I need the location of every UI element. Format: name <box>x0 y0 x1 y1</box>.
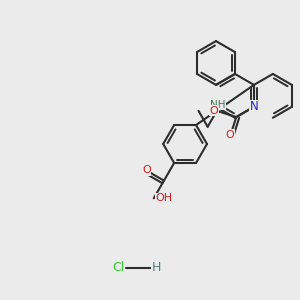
Text: O: O <box>226 130 235 140</box>
Text: O: O <box>142 165 151 176</box>
Text: N: N <box>250 100 258 113</box>
Text: OH: OH <box>155 193 172 203</box>
Text: O: O <box>209 106 218 116</box>
Text: NH: NH <box>210 100 225 110</box>
Text: H: H <box>151 261 161 274</box>
Text: Cl: Cl <box>112 261 124 274</box>
